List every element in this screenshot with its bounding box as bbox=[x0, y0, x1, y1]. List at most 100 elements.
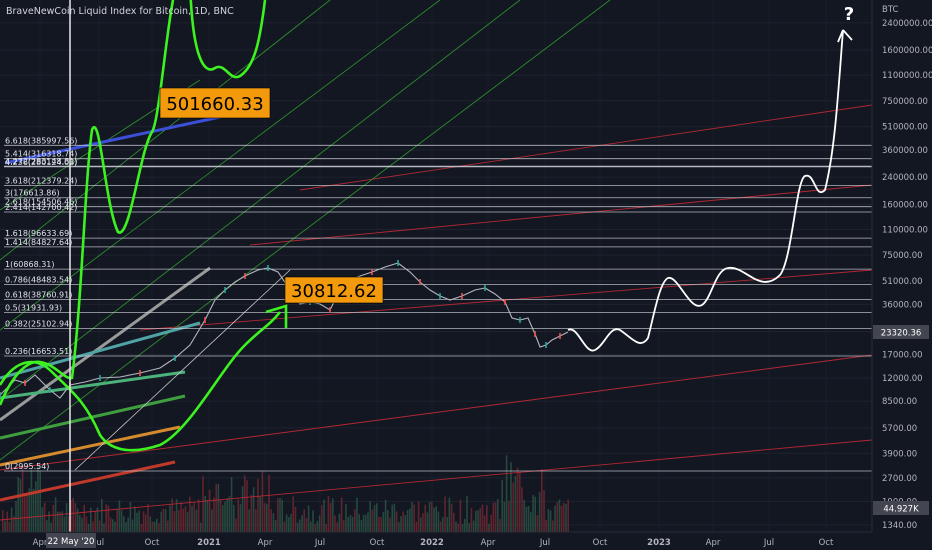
volume-bar bbox=[321, 505, 323, 532]
volume-bar bbox=[59, 511, 61, 532]
volume-bar bbox=[57, 511, 59, 532]
volume-bar bbox=[17, 477, 19, 532]
volume-bar bbox=[193, 502, 195, 532]
volume-bar bbox=[112, 519, 114, 532]
price-tick-label: 5700.00 bbox=[882, 424, 917, 434]
target-high-label[interactable]: 501660.33 bbox=[159, 87, 271, 119]
volume-bar bbox=[197, 499, 200, 532]
time-axis-panel bbox=[0, 532, 872, 550]
green-projection-top bbox=[0, 0, 267, 406]
time-tick-label: Oct bbox=[145, 538, 160, 548]
price-candle bbox=[559, 333, 561, 339]
fib-levels: 6.618(385997.56) 5.414(316318.74)4.236(28… bbox=[4, 136, 872, 472]
price-tick-label: 8500.00 bbox=[882, 397, 917, 407]
red-channel-line bbox=[299, 104, 873, 191]
volume-bar bbox=[50, 522, 52, 532]
volume-bar bbox=[382, 511, 385, 532]
volume-bar bbox=[131, 519, 134, 532]
volume-bar bbox=[261, 470, 264, 532]
volume-bar bbox=[290, 514, 292, 532]
volume-bar bbox=[252, 487, 255, 532]
volume-bar bbox=[501, 479, 503, 532]
volume-bar bbox=[39, 471, 41, 532]
chart-title: BraveNewCoin Liquid Index for Bitcoin, 1… bbox=[6, 6, 234, 17]
volume-bar bbox=[233, 504, 235, 532]
volume-bar bbox=[175, 499, 178, 532]
volume-bar bbox=[281, 499, 283, 532]
price-tick-label: 360000.00 bbox=[882, 146, 928, 156]
volume-bar bbox=[149, 516, 151, 532]
volume-bar bbox=[296, 522, 299, 532]
time-tick-label: Jul bbox=[763, 538, 774, 548]
volume-bar bbox=[90, 507, 92, 532]
volume-bar bbox=[292, 496, 294, 532]
target-high-text: 501660.33 bbox=[166, 94, 263, 115]
price-candle bbox=[174, 355, 176, 361]
crosshair-date-tag[interactable]: 22 May '20 bbox=[46, 533, 96, 548]
volume-bar bbox=[369, 501, 371, 532]
volume-bar bbox=[481, 504, 484, 532]
volume-bar bbox=[24, 493, 26, 532]
volume-bar bbox=[312, 510, 314, 532]
time-tick-label: Oct bbox=[593, 538, 608, 548]
volume-bar bbox=[138, 510, 140, 532]
volume-bar bbox=[448, 497, 451, 532]
volume-bar bbox=[314, 523, 316, 532]
volume-bar bbox=[158, 523, 160, 532]
volume-bar bbox=[299, 519, 301, 532]
volume-bar bbox=[156, 518, 158, 532]
current-price-tag[interactable]: 23320.36 bbox=[873, 325, 929, 339]
volume-bar bbox=[145, 514, 147, 532]
price-candle bbox=[519, 317, 521, 323]
price-tick-label: 1600000.00 bbox=[882, 46, 932, 56]
fib-label: 0.786(48483.54) bbox=[5, 275, 72, 284]
volume-bar bbox=[417, 501, 420, 532]
fib-label: 0.618(38760.91) bbox=[5, 290, 72, 299]
volume-bar bbox=[92, 521, 94, 532]
volume-bar bbox=[391, 504, 393, 532]
volume-bar bbox=[486, 505, 488, 532]
volume-bar bbox=[8, 521, 11, 532]
volume-bar bbox=[153, 521, 156, 532]
volume-bar bbox=[340, 497, 343, 532]
volume-bar bbox=[114, 521, 116, 532]
volume-bar bbox=[103, 523, 105, 532]
volume-bar bbox=[351, 516, 354, 532]
volume-bar bbox=[87, 523, 90, 532]
volume-bar bbox=[65, 503, 68, 532]
time-tick-label: Oct bbox=[819, 538, 834, 548]
fib-label: 1(60868.31) bbox=[5, 260, 55, 269]
time-tick-label: Apr bbox=[258, 538, 273, 548]
price-candle bbox=[204, 317, 206, 323]
volume-bar bbox=[206, 499, 209, 532]
volume-bar bbox=[167, 520, 169, 532]
volume-bar bbox=[277, 498, 279, 532]
price-tick-label: 36000.00 bbox=[882, 300, 923, 310]
volume-bar bbox=[446, 517, 448, 532]
price-candle bbox=[484, 285, 486, 291]
volume-bar bbox=[274, 520, 277, 532]
volume-bar bbox=[497, 498, 499, 532]
volume-bar bbox=[387, 510, 389, 532]
volume-bar bbox=[270, 509, 272, 532]
volume-bar bbox=[43, 502, 46, 532]
volume-bar bbox=[173, 511, 176, 532]
volume-bar bbox=[257, 479, 259, 532]
volume-bar bbox=[202, 476, 204, 532]
volume-tag[interactable]: 44.927K bbox=[873, 501, 929, 515]
volume-bar bbox=[547, 509, 550, 532]
volume-bar bbox=[567, 499, 569, 532]
volume-bar bbox=[349, 514, 352, 532]
volume-bar bbox=[560, 505, 563, 532]
target-mid-label[interactable]: 30812.62 bbox=[284, 276, 384, 304]
volume-bar bbox=[32, 488, 35, 532]
volume-bar bbox=[72, 498, 74, 532]
price-tick-label: 750000.00 bbox=[882, 97, 928, 107]
volume-bar bbox=[393, 503, 396, 532]
volume-bar bbox=[303, 509, 305, 532]
volume-bar bbox=[490, 514, 492, 532]
volume-bar bbox=[523, 499, 525, 532]
volume-bar bbox=[420, 517, 422, 532]
volume-bar bbox=[426, 512, 429, 532]
